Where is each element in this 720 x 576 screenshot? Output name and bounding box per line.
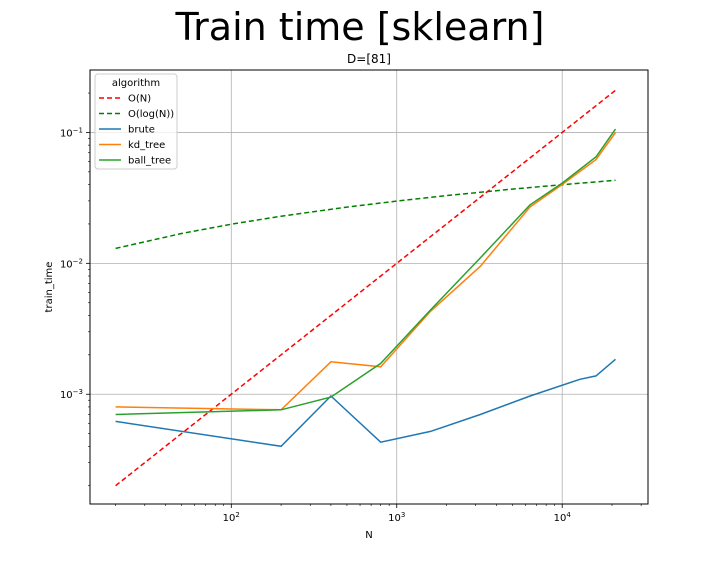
legend-label-o-log-n: O(log(N)) [128,109,174,120]
grid [90,70,648,504]
y-tick-label: 10−2 [60,257,83,270]
legend-items: O(N) O(log(N)) brute kd_tree ball_tree [99,94,174,167]
series-layer [115,89,617,487]
x-tick-label: 102 [223,511,240,524]
y-tick-label: 10−3 [60,388,83,401]
series-line-ball-tree [115,128,617,416]
legend-label-ball-tree: ball_tree [128,156,171,167]
legend-title: algorithm [112,78,160,89]
chart-title: D=[81] [347,52,391,66]
legend-label-o-n: O(N) [128,94,151,105]
axis-ticks: 102 103 104 10−3 10−2 10−1 [60,92,642,524]
legend: algorithm O(N) O(log(N)) brute kd_tree ball_… [94,73,178,170]
x-tick-label: 104 [554,511,572,524]
x-tick-label: 103 [388,511,405,524]
figure-title: Train time [sklearn] [175,5,545,49]
plot-frame [89,69,649,505]
x-axis-label: N [365,530,372,541]
y-tick-label: 10−1 [60,126,83,139]
series-line-kd-tree [115,132,617,411]
legend-label-kd-tree: kd_tree [128,140,165,151]
series-line-o-n [115,89,616,487]
y-axis-label: train_time [44,262,55,313]
series-line-o-log-n [115,179,616,250]
series-line-brute [115,358,616,448]
legend-label-brute: brute [128,125,155,136]
